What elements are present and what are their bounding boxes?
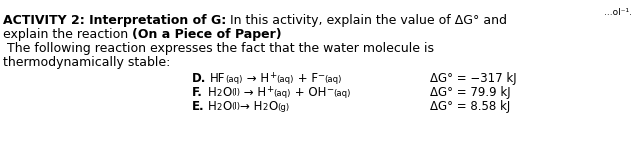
Text: ΔG° = 79.9 kJ: ΔG° = 79.9 kJ bbox=[430, 86, 511, 99]
Text: +: + bbox=[266, 86, 273, 95]
Text: HF: HF bbox=[210, 72, 225, 85]
Text: ΔG° = −317 kJ: ΔG° = −317 kJ bbox=[430, 72, 516, 85]
Text: (l): (l) bbox=[232, 102, 240, 111]
Text: 2: 2 bbox=[217, 89, 222, 97]
Text: 2: 2 bbox=[263, 102, 268, 111]
Text: O: O bbox=[268, 100, 277, 113]
Text: (aq): (aq) bbox=[324, 75, 342, 84]
Text: (aq): (aq) bbox=[273, 89, 291, 97]
Text: ...ol⁻¹.: ...ol⁻¹. bbox=[604, 8, 632, 17]
Text: + F: + F bbox=[293, 72, 317, 85]
Text: E.: E. bbox=[192, 100, 205, 113]
Text: D.: D. bbox=[192, 72, 206, 85]
Text: (On a Piece of Paper): (On a Piece of Paper) bbox=[132, 28, 282, 41]
Text: (aq): (aq) bbox=[334, 89, 351, 97]
Text: +: + bbox=[269, 71, 276, 80]
Text: + OH: + OH bbox=[291, 86, 326, 99]
Text: → H: → H bbox=[243, 72, 269, 85]
Text: (g): (g) bbox=[277, 102, 289, 111]
Text: explain the reaction: explain the reaction bbox=[3, 28, 132, 41]
Text: (aq): (aq) bbox=[276, 75, 293, 84]
Text: F.: F. bbox=[192, 86, 203, 99]
Text: In this activity, explain the value of ΔG° and: In this activity, explain the value of Δ… bbox=[226, 14, 508, 27]
Text: → H: → H bbox=[240, 86, 266, 99]
Text: H: H bbox=[208, 86, 217, 99]
Text: H: H bbox=[208, 100, 217, 113]
Text: −: − bbox=[317, 71, 324, 80]
Text: (l): (l) bbox=[232, 89, 240, 97]
Text: (aq): (aq) bbox=[225, 75, 243, 84]
Text: The following reaction expresses the fact that the water molecule is: The following reaction expresses the fac… bbox=[3, 42, 434, 55]
Text: O: O bbox=[222, 86, 232, 99]
Text: 2: 2 bbox=[217, 102, 222, 111]
Text: thermodynamically stable:: thermodynamically stable: bbox=[3, 56, 170, 69]
Text: O: O bbox=[222, 100, 232, 113]
Text: −: − bbox=[326, 86, 334, 95]
Text: ACTIVITY 2: Interpretation of G:: ACTIVITY 2: Interpretation of G: bbox=[3, 14, 226, 27]
Text: → H: → H bbox=[240, 100, 263, 113]
Text: ΔG° = 8.58 kJ: ΔG° = 8.58 kJ bbox=[430, 100, 510, 113]
